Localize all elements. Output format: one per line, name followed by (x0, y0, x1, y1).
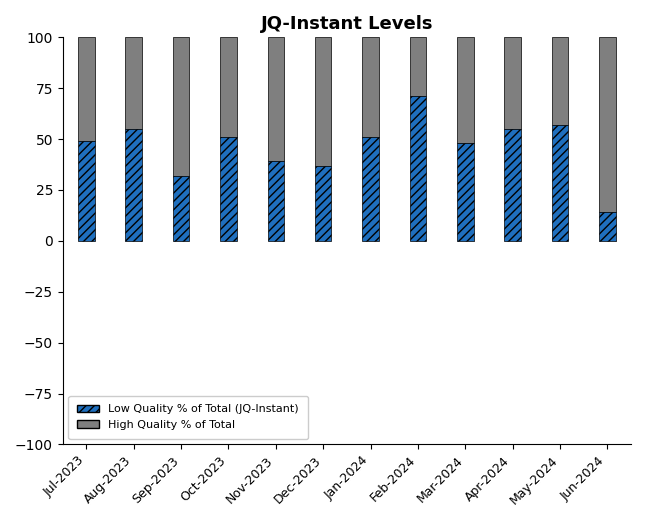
Bar (125, 129, 142, 241)
Bar (362, 38, 379, 137)
Bar (505, 129, 521, 241)
Bar (410, 38, 426, 97)
Bar (599, 212, 616, 241)
Bar (552, 125, 568, 241)
Bar (362, 137, 379, 241)
Bar (220, 38, 236, 137)
Bar (599, 38, 616, 212)
Bar (552, 38, 568, 125)
Bar (173, 38, 189, 176)
Bar (220, 137, 236, 241)
Bar (410, 97, 426, 241)
Bar (78, 38, 95, 141)
Title: JQ-Instant Levels: JQ-Instant Levels (260, 15, 433, 33)
Bar (457, 143, 474, 241)
Bar (267, 161, 284, 241)
Bar (315, 165, 331, 241)
Bar (315, 38, 331, 165)
Bar (267, 38, 284, 161)
Bar (173, 176, 189, 241)
Legend: Low Quality % of Total (JQ-Instant), High Quality % of Total: Low Quality % of Total (JQ-Instant), Hig… (68, 396, 307, 439)
Bar (505, 38, 521, 129)
Bar (125, 38, 142, 129)
Bar (457, 38, 474, 143)
Bar (78, 141, 95, 241)
